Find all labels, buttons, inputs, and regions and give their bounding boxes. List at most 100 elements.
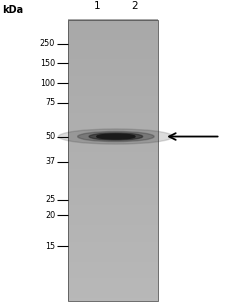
Bar <box>68 230 158 233</box>
Bar <box>68 269 158 273</box>
Bar <box>68 213 158 216</box>
Bar <box>68 20 158 301</box>
Bar <box>68 140 158 144</box>
Bar <box>68 129 158 132</box>
Bar <box>68 261 158 264</box>
Bar <box>68 185 158 188</box>
Bar <box>68 84 158 87</box>
Bar <box>68 239 158 242</box>
Bar <box>68 33 158 37</box>
Bar <box>68 202 158 205</box>
Bar <box>68 42 158 45</box>
Bar <box>68 87 158 90</box>
Bar <box>68 126 158 130</box>
Bar <box>68 272 158 276</box>
Ellipse shape <box>97 134 135 139</box>
Bar <box>68 132 158 135</box>
Bar <box>68 227 158 231</box>
Bar <box>68 67 158 71</box>
Bar <box>68 216 158 220</box>
Bar <box>68 188 158 191</box>
Bar <box>68 292 158 295</box>
Bar <box>68 19 158 23</box>
Bar <box>68 182 158 186</box>
Bar <box>68 120 158 124</box>
Bar <box>68 208 158 211</box>
Bar <box>68 115 158 118</box>
Bar <box>68 233 158 236</box>
Bar <box>68 76 158 79</box>
Bar <box>68 191 158 194</box>
Bar <box>68 28 158 31</box>
Bar <box>68 247 158 250</box>
Bar <box>68 134 158 138</box>
Bar <box>68 266 158 270</box>
Bar <box>68 241 158 245</box>
Text: 1: 1 <box>93 1 100 11</box>
Bar <box>68 297 158 301</box>
Bar <box>68 149 158 152</box>
Bar <box>68 196 158 200</box>
Bar <box>68 283 158 287</box>
Bar <box>68 146 158 149</box>
Bar <box>68 137 158 141</box>
Bar <box>68 73 158 76</box>
Text: 2: 2 <box>132 1 138 11</box>
Bar <box>68 123 158 127</box>
Bar <box>68 160 158 163</box>
Bar <box>68 157 158 160</box>
Bar <box>68 47 158 51</box>
Bar <box>68 295 158 298</box>
Bar <box>68 53 158 56</box>
Bar <box>68 56 158 59</box>
Bar <box>68 171 158 174</box>
Text: 50: 50 <box>45 132 55 141</box>
Bar <box>68 143 158 146</box>
Bar <box>68 61 158 65</box>
Bar <box>68 107 158 110</box>
Bar <box>68 222 158 225</box>
Bar <box>68 39 158 42</box>
Bar <box>68 104 158 107</box>
Bar <box>68 151 158 155</box>
Bar <box>68 112 158 115</box>
Bar <box>68 224 158 228</box>
Bar <box>68 255 158 259</box>
Bar <box>68 278 158 281</box>
Ellipse shape <box>89 133 143 140</box>
Bar <box>68 275 158 278</box>
Bar <box>68 70 158 73</box>
Bar <box>68 258 158 262</box>
Bar <box>68 174 158 177</box>
Ellipse shape <box>58 129 173 144</box>
Bar <box>68 118 158 121</box>
Bar <box>68 95 158 99</box>
Bar <box>68 180 158 183</box>
Bar <box>68 64 158 68</box>
Bar <box>68 219 158 222</box>
Bar <box>68 286 158 290</box>
Bar <box>68 210 158 214</box>
Bar <box>68 168 158 172</box>
Bar <box>68 109 158 113</box>
Bar <box>68 92 158 96</box>
Bar <box>68 25 158 28</box>
Text: 250: 250 <box>40 39 55 48</box>
Bar <box>68 36 158 40</box>
Bar <box>68 45 158 48</box>
Bar <box>68 289 158 293</box>
Bar <box>68 101 158 104</box>
Bar <box>68 31 158 34</box>
Text: 25: 25 <box>45 195 55 204</box>
Text: 20: 20 <box>45 211 55 220</box>
Bar <box>68 264 158 267</box>
Text: kDa: kDa <box>2 5 23 15</box>
Bar <box>68 165 158 169</box>
Bar <box>68 236 158 239</box>
Bar <box>68 90 158 93</box>
Bar <box>68 163 158 166</box>
Bar <box>68 81 158 84</box>
Text: 75: 75 <box>45 98 55 107</box>
Text: 100: 100 <box>40 79 55 88</box>
Bar <box>68 22 158 25</box>
